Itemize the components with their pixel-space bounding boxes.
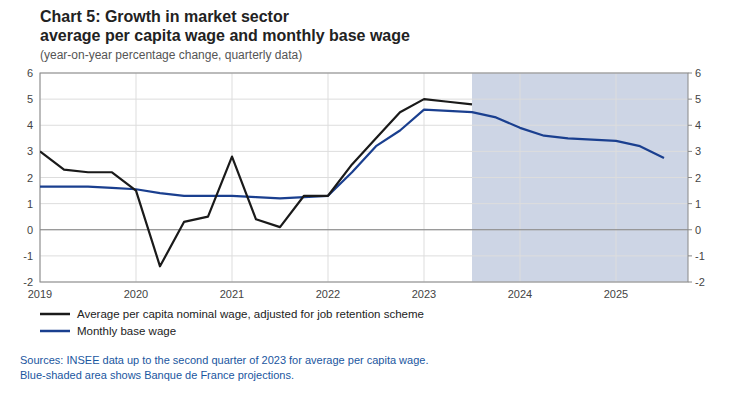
x-tick-label: 2025 xyxy=(604,288,628,300)
y2-tick-label: 4 xyxy=(695,119,701,131)
x-tick-label: 2021 xyxy=(220,288,244,300)
legend-label: Average per capita nominal wage, adjuste… xyxy=(77,308,424,320)
y2-tick xyxy=(688,229,692,230)
grid-line xyxy=(232,73,233,282)
plot-frame xyxy=(40,73,688,282)
legend-label: Monthly base wage xyxy=(77,325,176,337)
y2-tick-label: 0 xyxy=(695,224,701,236)
legend-swatch xyxy=(40,313,70,316)
y2-tick xyxy=(688,99,692,100)
grid-line xyxy=(40,203,688,204)
source-note: Sources: INSEE data up to the second qua… xyxy=(20,354,428,366)
y2-tick xyxy=(688,255,692,256)
x-tick-label: 2019 xyxy=(28,288,52,300)
x-tick-label: 2022 xyxy=(316,288,340,300)
y2-tick xyxy=(688,73,692,74)
x-tick-label: 2023 xyxy=(412,288,436,300)
series-line xyxy=(40,99,472,266)
grid-line xyxy=(40,255,688,256)
x-tick-label: 2020 xyxy=(124,288,148,300)
y2-tick-label: 6 xyxy=(695,67,701,79)
y-tick-label: 3 xyxy=(27,145,33,157)
grid-line xyxy=(520,73,521,282)
y-tick-label: 4 xyxy=(27,119,33,131)
y-tick-label: -1 xyxy=(23,250,33,262)
y2-tick-label: -2 xyxy=(695,276,705,288)
y2-tick-label: 2 xyxy=(695,172,701,184)
grid-line xyxy=(616,73,617,282)
y2-tick xyxy=(688,125,692,126)
y-tick-label: 2 xyxy=(27,172,33,184)
grid-line xyxy=(40,99,688,100)
legend-swatch xyxy=(40,330,70,333)
grid-line xyxy=(328,73,329,282)
grid-line xyxy=(136,73,137,282)
series-line xyxy=(40,110,664,199)
y2-tick xyxy=(688,203,692,204)
y2-tick-label: 3 xyxy=(695,145,701,157)
y-tick-label: 1 xyxy=(27,198,33,210)
x-tick-label: 2024 xyxy=(508,288,532,300)
y-tick-label: -2 xyxy=(23,276,33,288)
chart: Chart 5: Growth in market sector average … xyxy=(0,0,730,409)
y2-tick xyxy=(688,177,692,178)
title: average per capita wage and monthly base… xyxy=(40,27,410,44)
y2-tick-label: 1 xyxy=(695,198,701,210)
y-tick-label: 5 xyxy=(27,93,33,105)
grid-line xyxy=(424,73,425,282)
reference-line xyxy=(40,229,688,230)
y2-tick-label: 5 xyxy=(695,93,701,105)
subtitle: (year-on-year percentage change, quarter… xyxy=(40,48,302,62)
y-tick-label: 0 xyxy=(27,224,33,236)
y2-tick-label: -1 xyxy=(695,250,705,262)
source-note: Blue-shaded area shows Banque de France … xyxy=(20,369,294,381)
grid-line xyxy=(40,125,688,126)
y-tick-label: 6 xyxy=(27,67,33,79)
grid-line xyxy=(40,177,688,178)
y2-tick xyxy=(688,282,692,283)
y2-tick xyxy=(688,151,692,152)
grid xyxy=(40,73,688,282)
grid-line xyxy=(40,229,688,230)
title: Chart 5: Growth in market sector xyxy=(40,8,289,25)
